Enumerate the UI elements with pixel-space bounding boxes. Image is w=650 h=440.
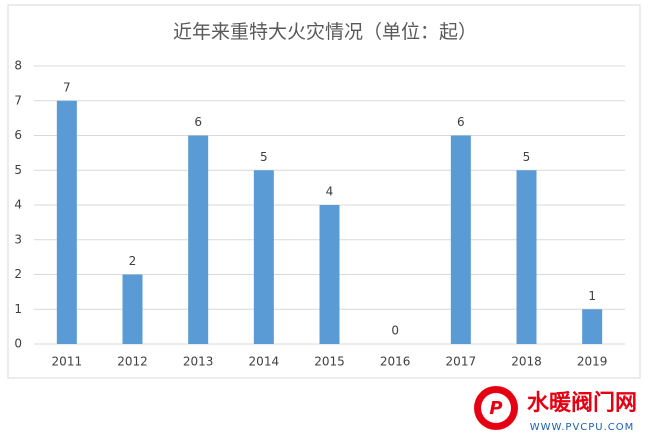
data-label: 6 xyxy=(194,115,202,129)
x-tick-label: 2019 xyxy=(577,355,608,369)
x-tick-label: 2011 xyxy=(52,355,83,369)
bar xyxy=(122,274,143,344)
y-tick-label: 3 xyxy=(14,232,22,246)
data-label: 7 xyxy=(63,80,71,94)
watermark: P 水暖阀门网 WWW.PVCPU.COM xyxy=(474,386,637,433)
data-label: 0 xyxy=(391,324,399,338)
bar xyxy=(516,170,537,344)
y-tick-label: 4 xyxy=(14,198,22,212)
watermark-url: WWW.PVCPU.COM xyxy=(530,422,635,433)
bar xyxy=(253,170,274,344)
bar xyxy=(56,100,77,344)
x-tick-label: 2016 xyxy=(380,355,411,369)
x-tick-label: 2017 xyxy=(446,355,477,369)
data-label: 2 xyxy=(129,254,137,268)
x-tick-label: 2012 xyxy=(117,355,148,369)
watermark-name: 水暖阀门网 xyxy=(527,390,637,416)
chart-title: 近年来重特大火灾情况（单位：起） xyxy=(173,21,477,43)
logo-letter: P xyxy=(489,398,502,419)
logo-inner xyxy=(481,393,511,423)
y-tick-label: 6 xyxy=(14,128,22,142)
y-tick-label: 8 xyxy=(14,59,22,73)
y-tick-label: 2 xyxy=(14,267,22,281)
bar xyxy=(188,135,209,344)
data-label: 5 xyxy=(523,150,531,164)
x-tick-label: 2014 xyxy=(249,355,280,369)
bar xyxy=(450,135,471,344)
x-tick-label: 2018 xyxy=(511,355,542,369)
x-tick-label: 2013 xyxy=(183,355,214,369)
data-label: 4 xyxy=(326,185,334,199)
bar xyxy=(582,309,603,344)
x-tick-label: 2015 xyxy=(314,355,345,369)
data-label: 5 xyxy=(260,150,268,164)
data-label: 1 xyxy=(588,289,596,303)
data-label: 6 xyxy=(457,115,465,129)
y-tick-label: 7 xyxy=(14,93,22,107)
bar xyxy=(319,205,340,344)
y-tick-label: 5 xyxy=(14,163,22,177)
y-tick-label: 1 xyxy=(14,302,22,316)
y-tick-label: 0 xyxy=(14,337,22,351)
